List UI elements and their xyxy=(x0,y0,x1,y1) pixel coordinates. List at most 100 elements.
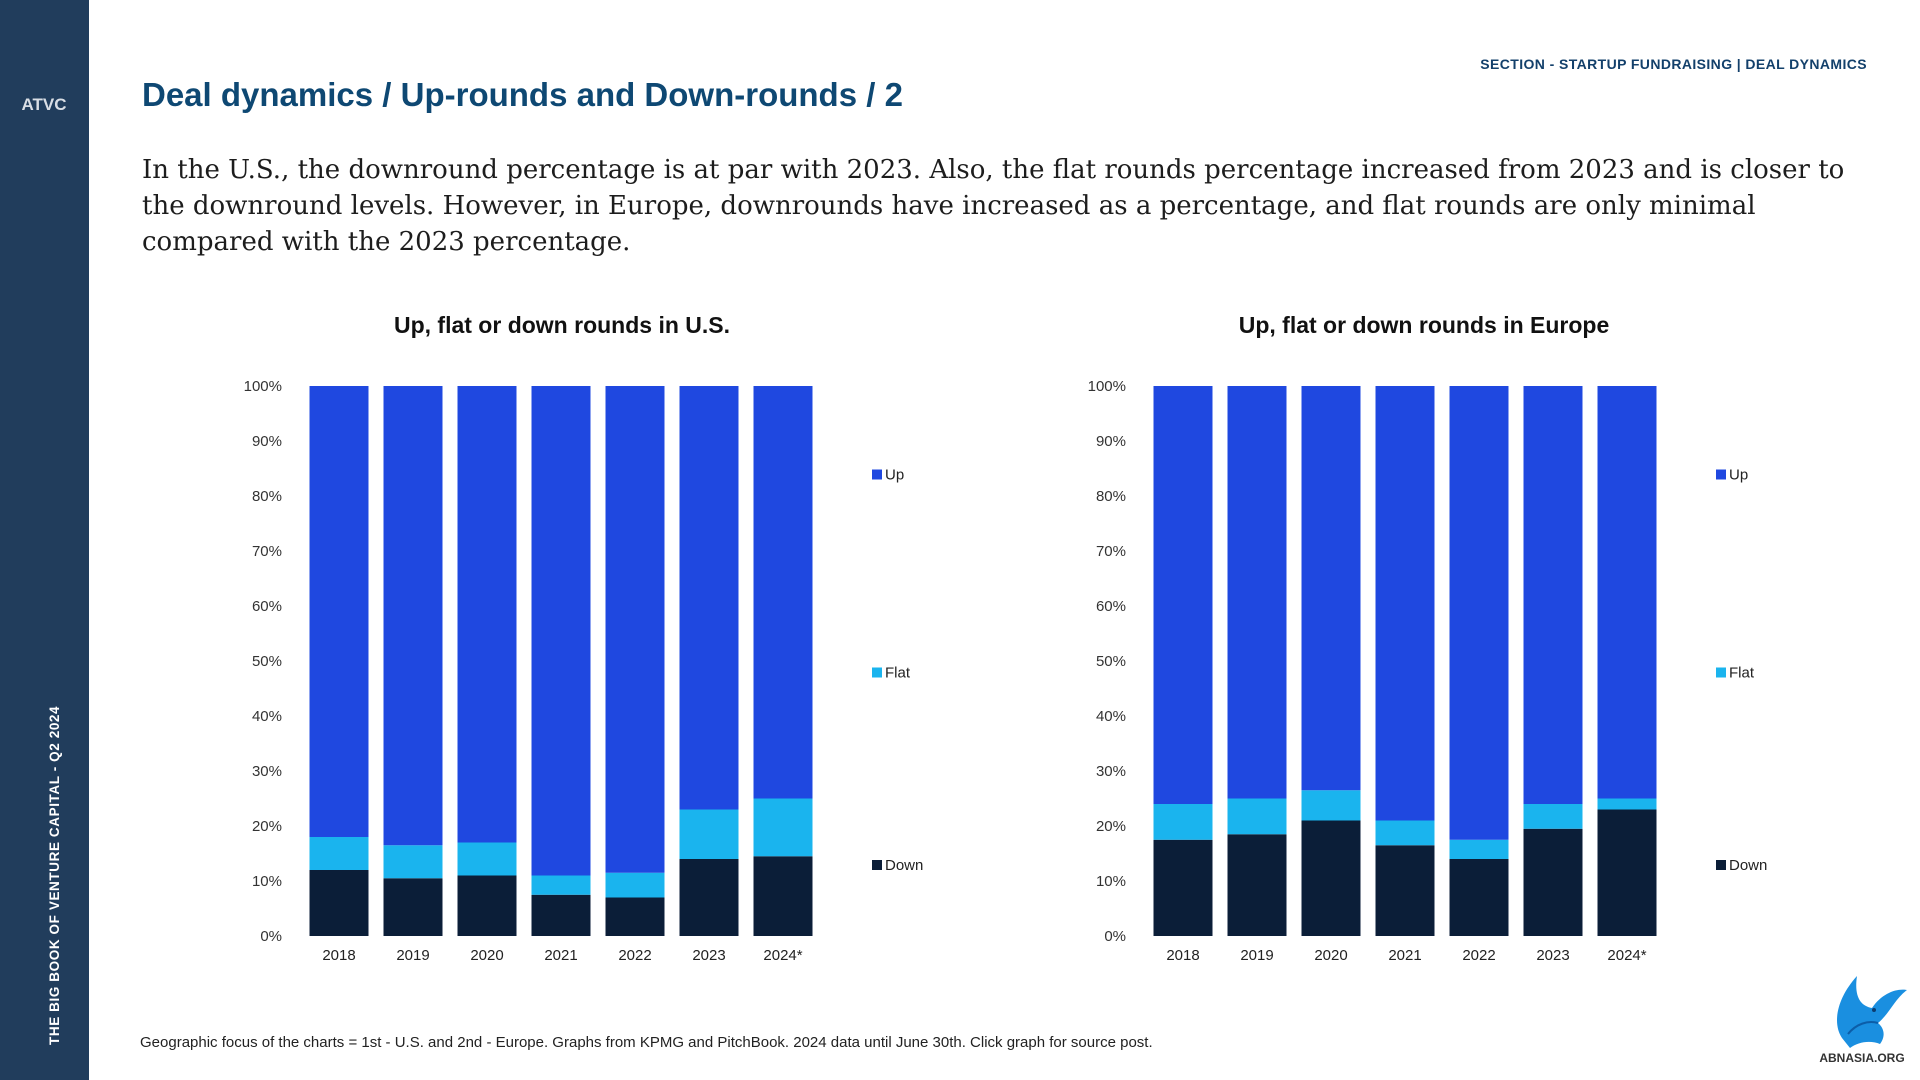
europe-x-tick-label: 2020 xyxy=(1314,947,1347,964)
europe-bar-up-2022 xyxy=(1449,386,1509,840)
europe-x-tick-label: 2024* xyxy=(1607,947,1646,964)
us-y-tick-label: 10% xyxy=(252,873,282,890)
europe-bar-flat-2018 xyxy=(1153,804,1213,840)
europe-bar-flat-2020 xyxy=(1301,790,1361,821)
europe-bar-flat-2019 xyxy=(1227,798,1287,835)
us-chart-title: Up, flat or down rounds in U.S. xyxy=(393,312,731,338)
europe-bar-down-2018 xyxy=(1153,839,1213,936)
us-x-tick-label: 2023 xyxy=(692,947,725,964)
europe-y-tick-label: 90% xyxy=(1096,433,1126,450)
europe-y-tick-label: 0% xyxy=(1104,928,1126,945)
us-x-tick-label: 2024* xyxy=(763,947,802,964)
us-bar-down-2018 xyxy=(309,870,369,936)
europe-chart-title: Up, flat or down rounds in Europe xyxy=(1238,312,1610,338)
europe-y-tick-label: 100% xyxy=(1088,378,1126,395)
us-y-tick-label: 60% xyxy=(252,598,282,615)
us-bar-down-2021 xyxy=(531,894,591,936)
us-y-tick-label: 30% xyxy=(252,763,282,780)
europe-x-tick-label: 2022 xyxy=(1462,947,1495,964)
europe-x-tick-label: 2021 xyxy=(1388,947,1421,964)
us-y-tick-label: 70% xyxy=(252,543,282,560)
europe-bar-up-2020 xyxy=(1301,386,1361,791)
logo-text: ATVC xyxy=(22,95,66,114)
us-bar-up-2024 xyxy=(753,386,813,799)
europe-bar-down-2023 xyxy=(1523,828,1583,936)
book-title-vertical: THE BIG BOOK OF VENTURE CAPITAL - Q2 202… xyxy=(47,705,62,1045)
intro-paragraph: In the U.S., the downround percentage is… xyxy=(142,155,1845,257)
us-bar-up-2020 xyxy=(457,386,517,843)
us-legend-label-up: Up xyxy=(885,467,904,484)
europe-y-tick-label: 30% xyxy=(1096,763,1126,780)
us-bar-up-2019 xyxy=(383,386,443,846)
footnote: Geographic focus of the charts = 1st - U… xyxy=(140,1034,1153,1051)
europe-bar-flat-2022 xyxy=(1449,839,1509,859)
europe-rounds-chart[interactable]: 0% 10% 20% 30% 40% 50% 60% 70% 80% 90% 100% 2018 201… xyxy=(1064,360,1804,980)
europe-y-tick-label: 40% xyxy=(1096,708,1126,725)
us-legend-swatch-down xyxy=(872,860,882,870)
abnasia-bird-logo: ABNASIA.ORG xyxy=(1819,976,1907,1065)
us-bar-flat-2021 xyxy=(531,875,591,895)
europe-x-tick-label: 2023 xyxy=(1536,947,1569,964)
europe-x-tick-label: 2019 xyxy=(1240,947,1273,964)
us-bar-up-2023 xyxy=(679,386,739,810)
us-bar-flat-2020 xyxy=(457,842,517,876)
europe-y-tick-label: 60% xyxy=(1096,598,1126,615)
us-bar-down-2020 xyxy=(457,875,517,936)
europe-y-tick-label: 80% xyxy=(1096,488,1126,505)
us-bar-flat-2024 xyxy=(753,798,813,857)
europe-y-tick-label: 50% xyxy=(1096,653,1126,670)
us-bar-flat-2023 xyxy=(679,809,739,859)
us-bar-flat-2022 xyxy=(605,872,665,898)
us-x-tick-label: 2022 xyxy=(618,947,651,964)
europe-legend-label-up: Up xyxy=(1729,467,1748,484)
europe-bar-up-2023 xyxy=(1523,386,1583,804)
us-legend-label-down: Down xyxy=(885,857,923,874)
europe-bar-up-2019 xyxy=(1227,386,1287,799)
watermark-text: ABNASIA.ORG xyxy=(1819,1051,1904,1065)
us-y-tick-label: 50% xyxy=(252,653,282,670)
us-bar-down-2023 xyxy=(679,859,739,936)
us-bar-flat-2019 xyxy=(383,845,443,879)
europe-legend-label-flat: Flat xyxy=(1729,665,1755,682)
europe-legend-swatch-flat xyxy=(1716,667,1726,678)
us-y-tick-label: 90% xyxy=(252,433,282,450)
us-y-tick-label: 40% xyxy=(252,708,282,725)
us-x-tick-label: 2019 xyxy=(396,947,429,964)
us-bar-up-2018 xyxy=(309,386,369,837)
us-x-tick-label: 2021 xyxy=(544,947,577,964)
us-bar-flat-2018 xyxy=(309,837,369,870)
europe-bar-flat-2023 xyxy=(1523,804,1583,829)
us-y-tick-label: 20% xyxy=(252,818,282,835)
us-y-tick-label: 80% xyxy=(252,488,282,505)
page-title: Deal dynamics / Up-rounds and Down-round… xyxy=(142,76,903,113)
us-bar-up-2021 xyxy=(531,386,591,876)
us-bar-down-2019 xyxy=(383,878,443,936)
europe-y-tick-label: 70% xyxy=(1096,543,1126,560)
europe-legend-label-down: Down xyxy=(1729,857,1767,874)
us-bar-down-2024 xyxy=(753,856,813,936)
us-legend-swatch-flat xyxy=(872,667,882,678)
europe-bar-flat-2024 xyxy=(1597,798,1657,810)
us-x-tick-label: 2020 xyxy=(470,947,503,964)
europe-bar-up-2018 xyxy=(1153,386,1213,804)
europe-bar-up-2021 xyxy=(1375,386,1435,821)
atvc-logo: ATVC xyxy=(22,95,66,114)
us-bar-down-2022 xyxy=(605,897,665,936)
europe-bar-down-2022 xyxy=(1449,859,1509,936)
europe-bar-down-2020 xyxy=(1301,820,1361,936)
us-y-tick-label: 100% xyxy=(244,378,282,395)
us-legend-label-flat: Flat xyxy=(885,665,911,682)
europe-legend-swatch-up xyxy=(1716,469,1726,480)
europe-y-tick-label: 20% xyxy=(1096,818,1126,835)
us-bar-up-2022 xyxy=(605,386,665,873)
section-label: SECTION - STARTUP FUNDRAISING | DEAL DYN… xyxy=(1480,56,1867,72)
us-x-tick-label: 2018 xyxy=(322,947,355,964)
europe-legend-swatch-down xyxy=(1716,860,1726,870)
europe-bar-flat-2021 xyxy=(1375,820,1435,846)
europe-bar-down-2024 xyxy=(1597,809,1657,936)
europe-x-tick-label: 2018 xyxy=(1166,947,1199,964)
europe-bar-down-2019 xyxy=(1227,834,1287,936)
us-y-tick-label: 0% xyxy=(260,928,282,945)
europe-bar-up-2024 xyxy=(1597,386,1657,799)
us-rounds-chart[interactable]: 0% 10% 20% 30% 40% 50% 60% 70% 80% 90% 100% 2018 201… xyxy=(220,360,960,980)
